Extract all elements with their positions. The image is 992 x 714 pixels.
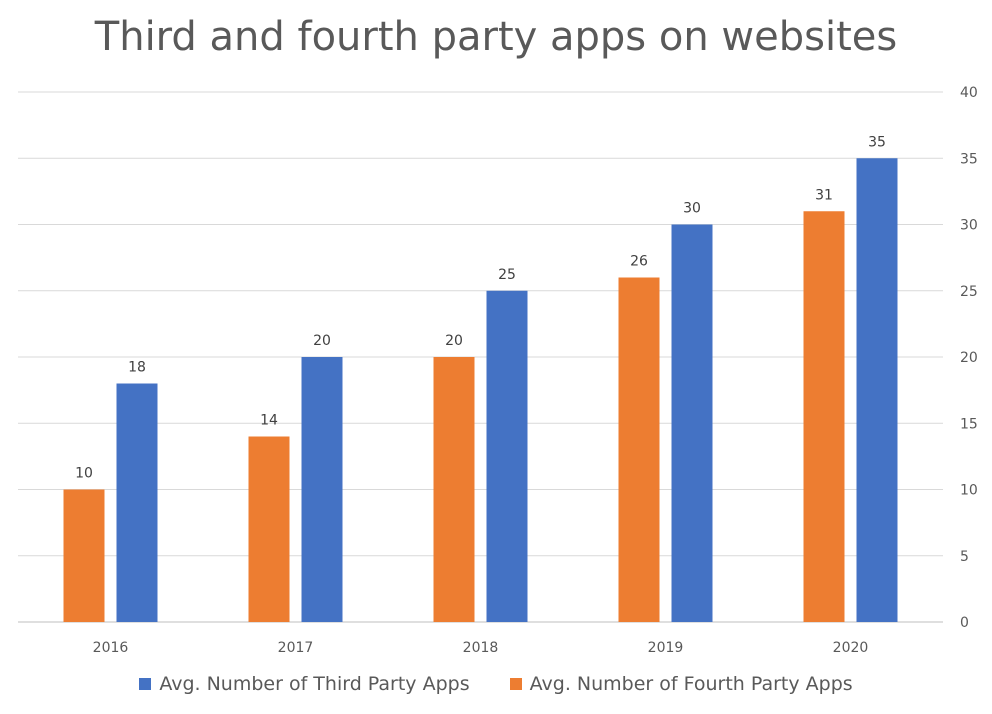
y-tick-label: 30: [960, 218, 978, 234]
x-tick-label: 2019: [648, 640, 684, 656]
legend: Avg. Number of Third Party Apps Avg. Num…: [0, 673, 992, 695]
y-tick-label: 40: [960, 85, 978, 101]
bar-third-party-2020: [856, 158, 898, 622]
bar-fourth-party-2018: [433, 357, 475, 622]
chart-title: Third and fourth party apps on websites: [94, 14, 898, 60]
data-label-third-party-2017: 20: [313, 333, 331, 349]
legend-item-fourth-party: Avg. Number of Fourth Party Apps: [509, 673, 853, 695]
data-label-third-party-2020: 35: [868, 134, 886, 150]
x-tick-label: 2016: [93, 640, 129, 656]
y-tick-label: 10: [960, 483, 978, 499]
data-label-third-party-2018: 25: [498, 267, 516, 283]
y-tick-label: 25: [960, 284, 978, 300]
data-label-fourth-party-2020: 31: [815, 187, 833, 203]
data-label-third-party-2019: 30: [683, 201, 701, 217]
bar-fourth-party-2020: [803, 211, 845, 622]
data-label-fourth-party-2018: 20: [445, 333, 463, 349]
bar-third-party-2018: [486, 290, 528, 622]
bar-fourth-party-2016: [63, 489, 105, 622]
y-tick-label: 15: [960, 416, 978, 432]
y-tick-label: 0: [960, 615, 969, 631]
data-label-fourth-party-2016: 10: [75, 466, 93, 482]
y-tick-label: 35: [960, 151, 978, 167]
legend-item-third-party: Avg. Number of Third Party Apps: [139, 673, 470, 695]
legend-label-fourth-party: Avg. Number of Fourth Party Apps: [529, 673, 853, 695]
x-tick-label: 2020: [833, 640, 869, 656]
y-tick-label: 5: [960, 549, 969, 565]
data-label-fourth-party-2017: 14: [260, 413, 278, 429]
bar-fourth-party-2019: [618, 277, 660, 622]
data-label-third-party-2016: 18: [128, 360, 146, 376]
x-tick-label: 2017: [278, 640, 314, 656]
bar-third-party-2017: [301, 357, 343, 622]
data-label-fourth-party-2019: 26: [630, 254, 648, 270]
y-tick-label: 20: [960, 350, 978, 366]
bar-fourth-party-2017: [248, 436, 290, 622]
legend-label-third-party: Avg. Number of Third Party Apps: [159, 673, 470, 695]
bar-third-party-2019: [671, 224, 713, 622]
bar-third-party-2016: [116, 383, 158, 622]
legend-swatch-third-party: [139, 678, 152, 690]
legend-swatch-fourth-party: [509, 678, 522, 690]
x-tick-label: 2018: [463, 640, 499, 656]
